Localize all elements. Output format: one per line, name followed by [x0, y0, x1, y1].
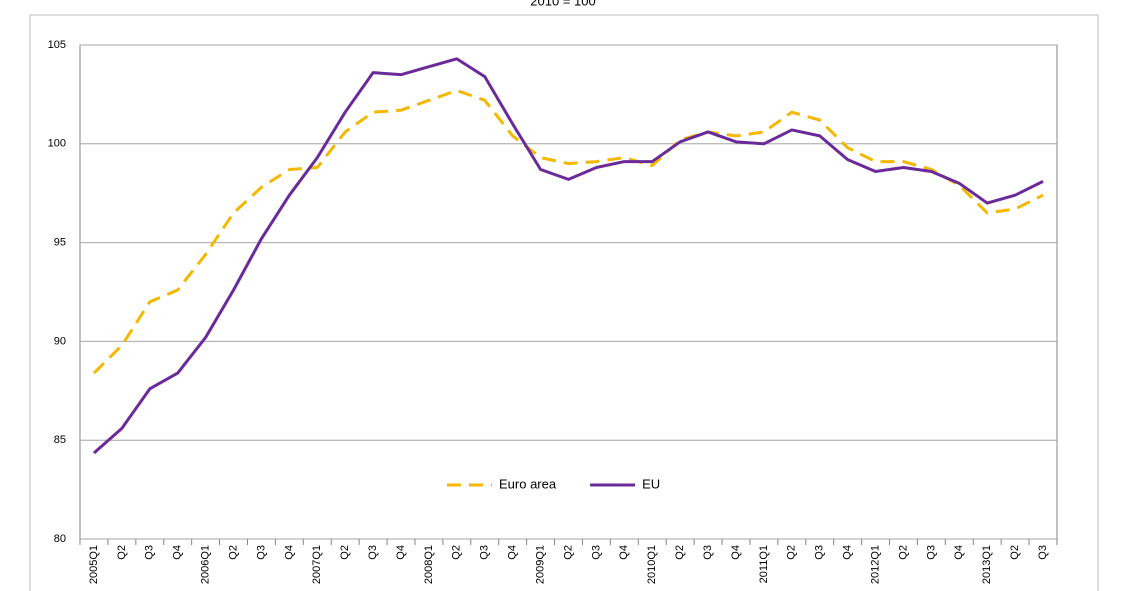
series-line	[92, 88, 1044, 375]
y-tick-label: 100	[48, 138, 66, 150]
x-tick-label: Q3	[590, 545, 602, 560]
x-tick-label: Q3	[255, 545, 267, 560]
x-tick-label: Q4	[395, 545, 407, 560]
x-tick-label: Q2	[897, 545, 909, 560]
x-tick-label: Q3	[367, 545, 379, 560]
x-tick-label: Q4	[172, 545, 184, 560]
chart-subtitle: 2010 = 100	[530, 0, 595, 8]
legend-label: EU	[642, 476, 660, 491]
x-tick-label: 2013Q1	[981, 545, 993, 584]
x-tick-label: Q2	[451, 545, 463, 560]
x-tick-label: 2010Q1	[646, 545, 658, 584]
x-tick-label: 2006Q1	[200, 545, 212, 584]
x-tick-label: 2009Q1	[534, 545, 546, 584]
x-tick-label: Q2	[116, 545, 128, 560]
x-tick-label: Q3	[814, 545, 826, 560]
x-tick-label: 2005Q1	[88, 545, 100, 584]
x-tick-label: Q2	[339, 545, 351, 560]
y-tick-label: 95	[54, 237, 66, 249]
y-tick-label: 105	[48, 39, 66, 51]
x-tick-label: Q4	[618, 545, 630, 560]
x-tick-label: Q2	[674, 545, 686, 560]
x-tick-label: Q2	[786, 545, 798, 560]
x-tick-label: Q2	[562, 545, 574, 560]
x-tick-label: 2011Q1	[758, 545, 770, 583]
x-tick-label: Q2	[1009, 545, 1021, 560]
series-line	[92, 57, 1044, 455]
x-tick-label: Q4	[283, 545, 295, 560]
chart-frame	[29, 14, 1099, 591]
x-tick-label: 2012Q1	[869, 545, 881, 584]
x-tick-label: Q4	[842, 545, 854, 560]
y-tick-label: 90	[54, 335, 66, 347]
x-tick-label: 2008Q1	[423, 545, 435, 584]
x-tick-label: 2007Q1	[311, 545, 323, 584]
x-tick-label: Q3	[702, 545, 714, 560]
y-tick-label: 80	[54, 533, 66, 545]
x-tick-label: Q4	[953, 545, 965, 560]
x-tick-label: Q3	[925, 545, 937, 560]
legend-label: Euro area	[499, 476, 557, 491]
x-tick-label: Q4	[730, 545, 742, 560]
x-tick-label: Q3	[1037, 545, 1049, 560]
x-tick-label: Q3	[144, 545, 156, 560]
x-tick-label: Q2	[227, 545, 239, 560]
x-tick-label: Q3	[479, 545, 491, 560]
y-tick-label: 85	[54, 434, 66, 446]
x-tick-label: Q4	[507, 545, 519, 560]
